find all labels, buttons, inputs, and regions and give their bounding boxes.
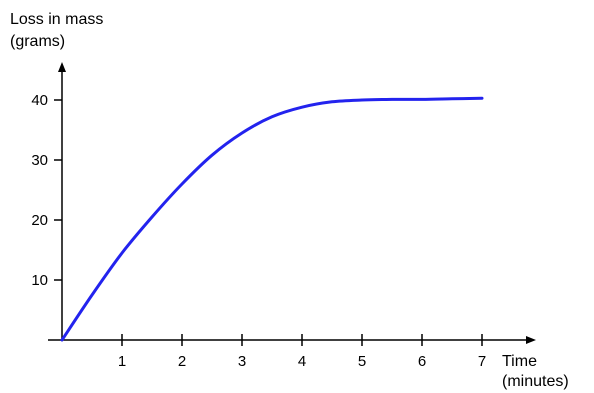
x-axis-arrowhead — [526, 336, 536, 344]
x-tick-label: 7 — [478, 353, 486, 370]
x-axis-label-line-1: Time — [502, 353, 537, 370]
x-tick-label: 3 — [238, 353, 246, 370]
y-tick-label: 10 — [31, 272, 48, 289]
x-tick-label: 2 — [178, 353, 186, 370]
x-tick-label: 6 — [418, 353, 426, 370]
y-tick-label: 20 — [31, 212, 48, 229]
y-axis-label-line-1: Loss in mass — [10, 11, 103, 28]
data-line — [60, 96, 484, 342]
y-tick-label: 30 — [31, 152, 48, 169]
y-axis-label-line-2: (grams) — [10, 33, 65, 50]
x-axis-label-line-2: (minutes) — [502, 373, 569, 390]
y-axis-arrowhead — [58, 62, 66, 72]
x-tick-label: 4 — [298, 353, 306, 370]
y-tick-label: 40 — [31, 92, 48, 109]
x-tick-label: 5 — [358, 353, 366, 370]
x-tick-label: 1 — [118, 353, 126, 370]
